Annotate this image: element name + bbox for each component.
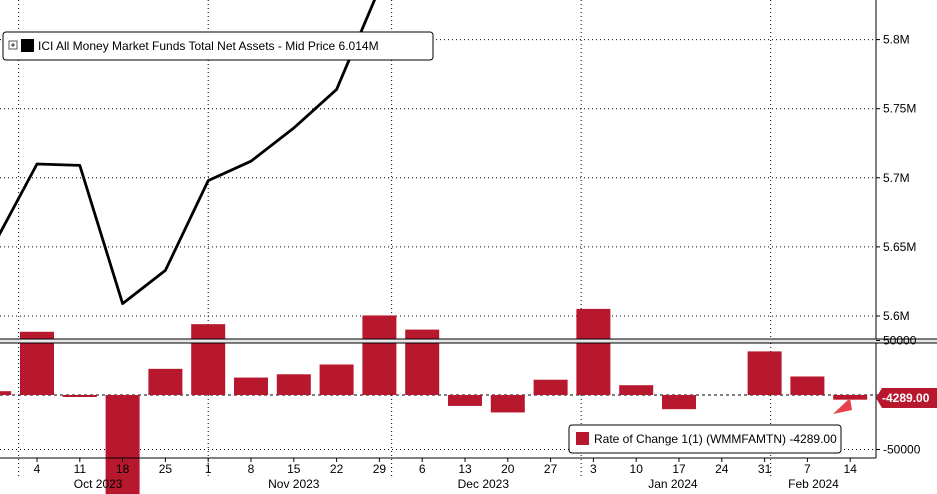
- y-tick-label: 5.6M: [883, 309, 910, 323]
- x-tick-label: 15: [287, 462, 301, 476]
- y-tick-label: 50000: [883, 334, 917, 348]
- bar-mark: [619, 385, 654, 395]
- bar-mark: [319, 364, 354, 395]
- y-axis-ticks: 5.6M5.65M5.7M5.75M5.8M5.85M5.9M5.95M6M6.…: [876, 33, 921, 457]
- bar-mark: [191, 324, 226, 395]
- panel-divider: [0, 339, 937, 343]
- x-tick-label: 20: [501, 462, 515, 476]
- y-tick-label: 5.8M: [883, 33, 910, 47]
- x-tick-label: 8: [248, 462, 255, 476]
- x-tick-label: 14: [844, 462, 858, 476]
- x-month-label: Dec 2023: [458, 477, 510, 491]
- bar-mark: [576, 308, 611, 395]
- y-tick-label: 5.65M: [883, 240, 916, 254]
- bar-mark: [533, 379, 568, 395]
- x-tick-label: 25: [159, 462, 173, 476]
- x-tick-label: 22: [330, 462, 344, 476]
- bar-mark: [490, 395, 525, 413]
- bar-mark: [148, 368, 183, 395]
- arrow-icon: [833, 398, 852, 414]
- x-tick-label: 27: [544, 462, 558, 476]
- rate-of-change-bars: [0, 308, 868, 494]
- bar-mark: [790, 376, 825, 395]
- y-tick-label: 5.75M: [883, 102, 916, 116]
- bar-mark: [276, 374, 311, 395]
- bar-mark: [62, 395, 97, 397]
- x-tick-label: 31: [758, 462, 772, 476]
- x-tick-label: 4: [34, 462, 41, 476]
- x-tick-label: 3: [590, 462, 597, 476]
- line-legend-swatch: [21, 39, 34, 52]
- last-value-callouts: 6.014M-4289.00: [833, 388, 937, 414]
- bar-mark: [662, 395, 696, 410]
- net-assets-line-series: [0, 0, 377, 306]
- bar-mark: [234, 377, 268, 395]
- y-tick-label: 5.7M: [883, 171, 910, 185]
- x-month-label: Jan 2024: [648, 477, 698, 491]
- bar-mark: [747, 351, 782, 395]
- x-tick-label: 29: [373, 462, 387, 476]
- y-tick-label: -50000: [883, 443, 921, 457]
- x-tick-label: 17: [672, 462, 686, 476]
- x-tick-label: 24: [715, 462, 729, 476]
- line-series-path: [0, 0, 377, 306]
- bar-last-value-text: -4289.00: [882, 391, 930, 405]
- chart-frame: [0, 0, 937, 459]
- line-legend-box: [2, 31, 434, 61]
- x-tick-label: 1: [205, 462, 212, 476]
- x-month-label: Feb 2024: [788, 477, 839, 491]
- bar-mark: [0, 391, 12, 395]
- x-tick-label: 18: [116, 462, 130, 476]
- bar-mark: [362, 315, 397, 395]
- x-month-label: Oct 2023: [74, 477, 123, 491]
- bar-mark: [833, 395, 868, 400]
- x-tick-label: 10: [630, 462, 644, 476]
- x-tick-label: 11: [74, 462, 87, 476]
- bar-last-value-badge: [876, 388, 937, 408]
- bar-mark: [105, 395, 140, 494]
- x-month-label: Nov 2023: [268, 477, 320, 491]
- line-legend-label: ICI All Money Market Funds Total Net Ass…: [38, 39, 379, 53]
- bar-mark: [448, 395, 482, 406]
- bar-legend-box: [568, 424, 842, 454]
- x-tick-label: 6: [419, 462, 426, 476]
- x-tick-label: 13: [458, 462, 472, 476]
- bar-legend-swatch: [576, 432, 589, 445]
- bar-legend-label: Rate of Change 1(1) (WMMFAMTN) -4289.00: [594, 432, 837, 446]
- legends: ICI All Money Market Funds Total Net Ass…: [2, 31, 842, 454]
- x-tick-label: 7: [804, 462, 811, 476]
